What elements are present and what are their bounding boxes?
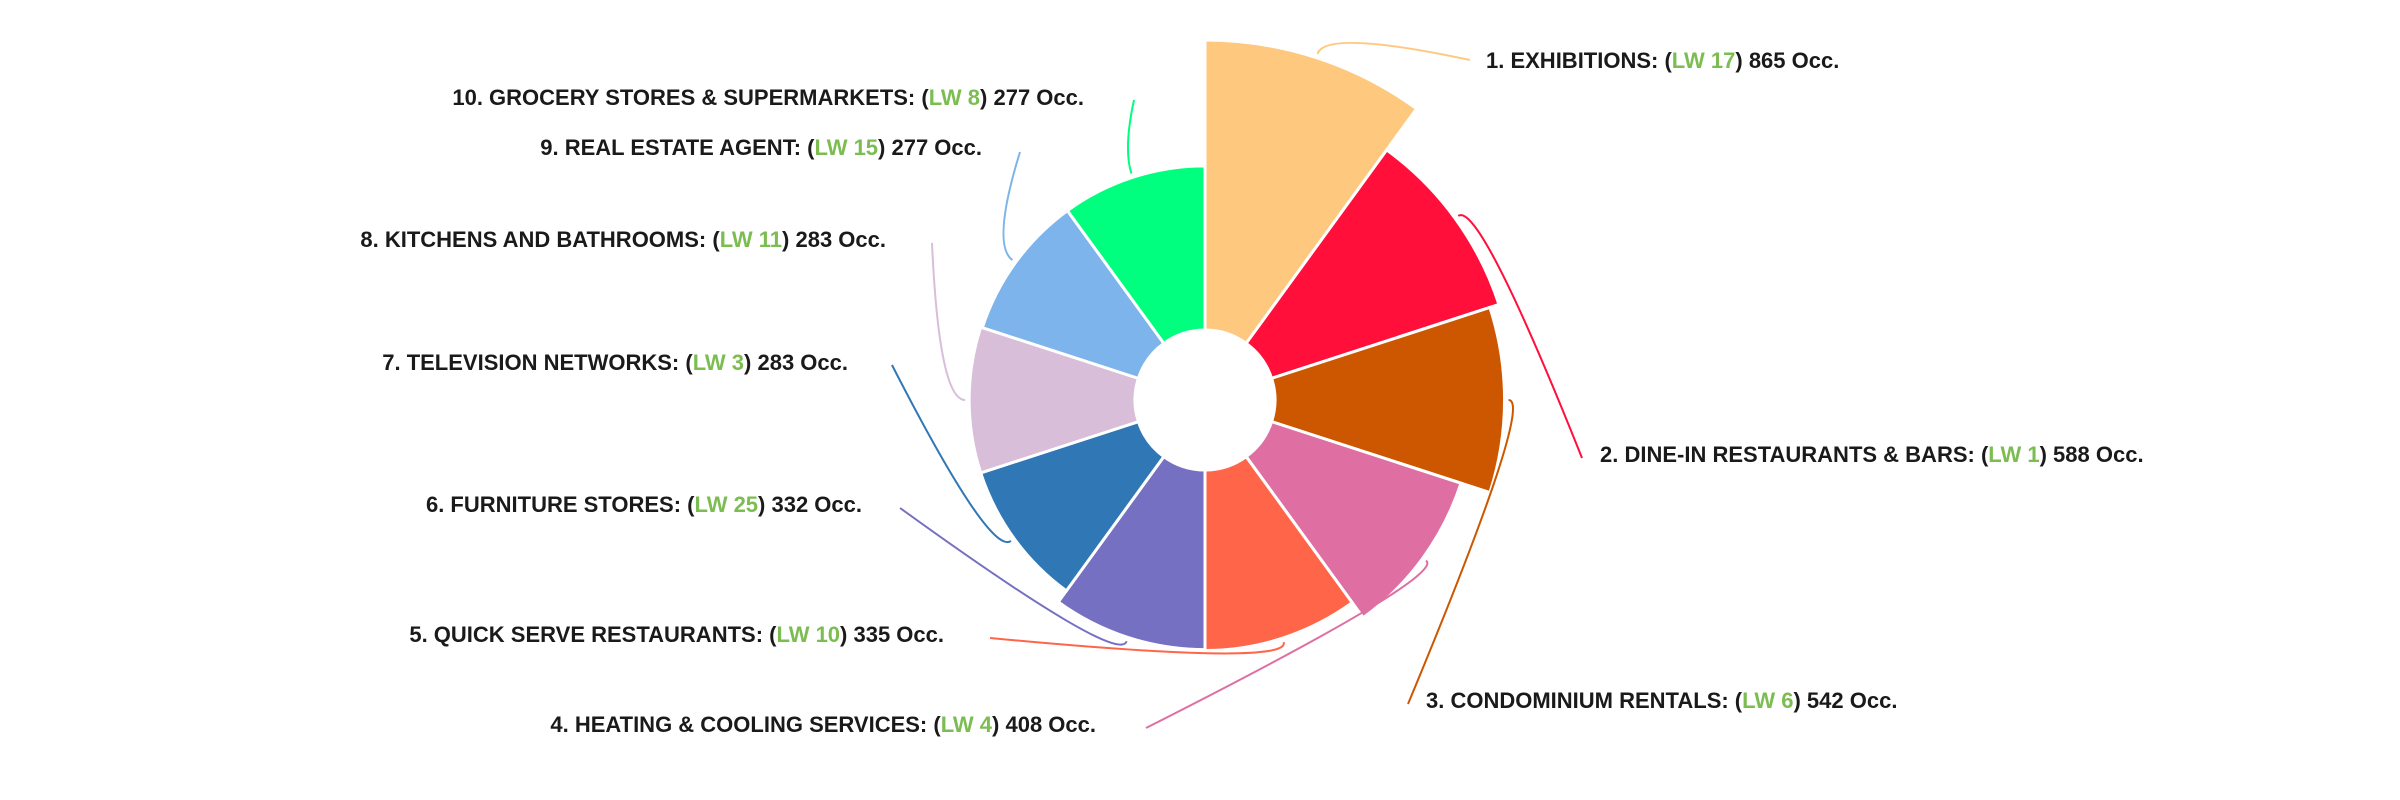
- slice-label-value: ) 408 Occ.: [992, 712, 1096, 737]
- slice-label-lw: LW 10: [776, 622, 840, 647]
- leader-line-3: [1407, 399, 1514, 705]
- slice-label-4: 4. HEATING & COOLING SERVICES: (LW 4) 40…: [550, 712, 1096, 737]
- slices-layer: [967, 38, 1507, 652]
- slice-label-lw: LW 11: [720, 227, 782, 252]
- leader-line-8: [931, 242, 966, 401]
- slice-label-5: 5. QUICK SERVE RESTAURANTS: (LW 10) 335 …: [409, 622, 944, 647]
- slice-label-8: 8. KITCHENS AND BATHROOMS: (LW 11) 283 O…: [360, 227, 886, 252]
- slice-label-lw: LW 6: [1742, 688, 1793, 713]
- pie-slice-7[interactable]: [978, 419, 1166, 593]
- pie-slice-1[interactable]: [1203, 38, 1419, 346]
- slice-label-value: ) 865 Occ.: [1735, 48, 1839, 73]
- slice-label-lw: LW 8: [929, 85, 980, 110]
- slice-label-lw: LW 15: [814, 135, 878, 160]
- pie-slice-5[interactable]: [1203, 454, 1355, 652]
- slice-label-value: ) 588 Occ.: [2040, 442, 2144, 467]
- pie-slice-6[interactable]: [1056, 454, 1207, 652]
- slice-label-value: ) 277 Occ.: [878, 135, 982, 160]
- slice-label-lw: LW 1: [1988, 442, 2039, 467]
- slice-label-value: ) 283 Occ.: [782, 227, 886, 252]
- slice-label-lw: LW 25: [694, 492, 758, 517]
- leader-line-10: [1126, 99, 1135, 174]
- leader-line-4: [1145, 559, 1429, 729]
- slice-label-7: 7. TELEVISION NETWORKS: (LW 3) 283 Occ.: [382, 350, 848, 375]
- pie-slice-9[interactable]: [980, 208, 1166, 381]
- slice-label-value: ) 277 Occ.: [980, 85, 1084, 110]
- slice-label-1: 1. EXHIBITIONS: (LW 17) 865 Occ.: [1486, 48, 1839, 73]
- slice-label-6: 6. FURNITURE STORES: (LW 25) 332 Occ.: [426, 492, 862, 517]
- slice-label-name: 4. HEATING & COOLING SERVICES: (: [550, 712, 941, 737]
- slice-label-lw: LW 17: [1672, 48, 1736, 73]
- leader-line-7: [891, 364, 1012, 544]
- pie-slice-2[interactable]: [1244, 147, 1501, 381]
- slice-label-name: 10. GROCERY STORES & SUPERMARKETS: (: [452, 85, 929, 110]
- slice-label-name: 2. DINE-IN RESTAURANTS & BARS: (: [1600, 442, 1989, 467]
- slice-label-3: 3. CONDOMINIUM RENTALS: (LW 6) 542 Occ.: [1426, 688, 1897, 713]
- leader-lines-layer: [891, 41, 1583, 729]
- leader-line-5: [989, 637, 1285, 655]
- slice-label-value: ) 335 Occ.: [840, 622, 944, 647]
- slice-label-name: 5. QUICK SERVE RESTAURANTS: (: [409, 622, 777, 647]
- slice-label-name: 6. FURNITURE STORES: (: [426, 492, 695, 517]
- slice-label-lw: LW 4: [941, 712, 993, 737]
- pie-slice-4[interactable]: [1244, 419, 1463, 620]
- slice-label-name: 1. EXHIBITIONS: (: [1486, 48, 1672, 73]
- slice-label-name: 9. REAL ESTATE AGENT: (: [540, 135, 815, 160]
- slice-label-10: 10. GROCERY STORES & SUPERMARKETS: (LW 8…: [452, 85, 1084, 110]
- slice-label-name: 8. KITCHENS AND BATHROOMS: (: [360, 227, 720, 252]
- slice-label-9: 9. REAL ESTATE AGENT: (LW 15) 277 Occ.: [540, 135, 982, 160]
- leader-line-9: [1002, 151, 1021, 261]
- leader-line-1: [1316, 41, 1471, 61]
- leader-line-6: [899, 507, 1128, 646]
- slice-label-value: ) 332 Occ.: [758, 492, 862, 517]
- slice-label-lw: LW 3: [693, 350, 744, 375]
- pie-slice-10[interactable]: [1065, 164, 1207, 346]
- slice-label-name: 3. CONDOMINIUM RENTALS: (: [1426, 688, 1743, 713]
- slice-label-name: 7. TELEVISION NETWORKS: (: [382, 350, 693, 375]
- leader-line-2: [1457, 214, 1583, 459]
- labels-layer: 1. EXHIBITIONS: (LW 17) 865 Occ. 2. DINE-…: [360, 48, 2143, 737]
- slice-label-2: 2. DINE-IN RESTAURANTS & BARS: (LW 1) 58…: [1600, 442, 2144, 467]
- slice-label-value: ) 283 Occ.: [744, 350, 848, 375]
- pie-slice-3[interactable]: [1269, 305, 1507, 495]
- slice-label-value: ) 542 Occ.: [1793, 688, 1897, 713]
- pie-slice-8[interactable]: [967, 325, 1141, 475]
